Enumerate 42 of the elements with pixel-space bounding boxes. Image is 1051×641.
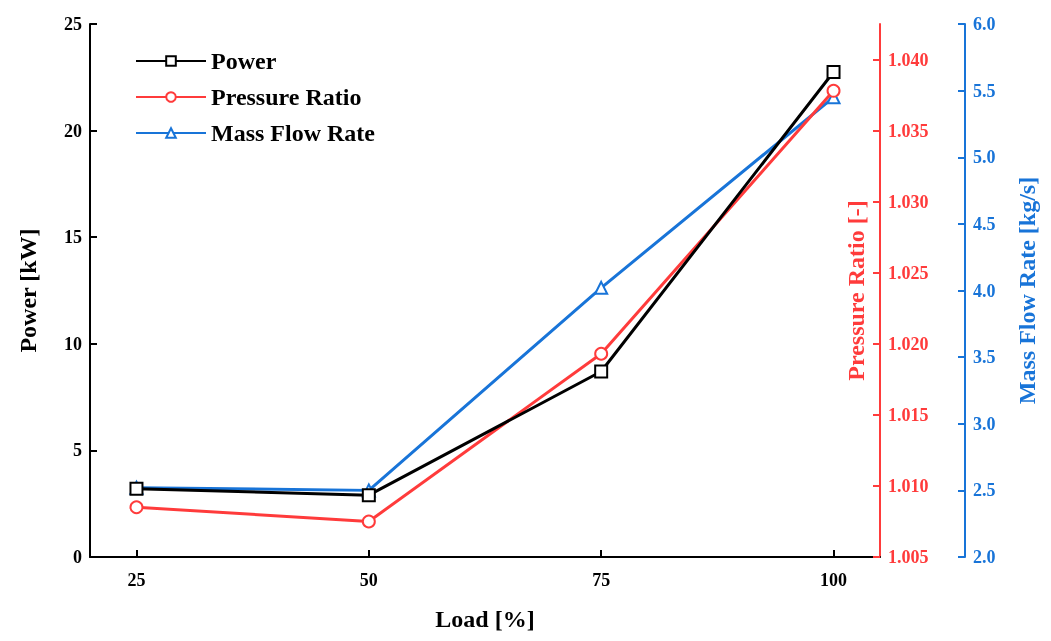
point — [129, 500, 144, 515]
point — [361, 514, 376, 529]
y2-tick-label: 1.005 — [888, 547, 929, 567]
x-axis-title: Load [%] — [435, 606, 535, 632]
y-tick-label: 10 — [64, 333, 82, 354]
y2-tick-label: 1.010 — [888, 475, 929, 496]
y-tick-label: 15 — [64, 227, 82, 248]
y3-tick-label: 6.0 — [973, 14, 996, 34]
point — [826, 83, 841, 98]
y-axis-title: Power [kW] — [15, 228, 41, 353]
legend-label: Pressure Ratio — [211, 84, 362, 110]
y3-tick-label: 5.5 — [973, 80, 996, 101]
x-tick-label: 25 — [127, 570, 146, 590]
y2-tick-label: 1.030 — [888, 191, 929, 212]
y3-tick-label: 4.5 — [973, 213, 996, 234]
y-tick-label: 20 — [64, 120, 82, 141]
x-tick-label: 50 — [359, 570, 378, 590]
y3-tick-label: 4.0 — [973, 280, 996, 301]
point — [826, 64, 841, 79]
y3-tick-label: 2.0 — [973, 547, 996, 567]
y2-axis-title: Pressure Ratio [-] — [843, 200, 869, 381]
y3-tick-label: 3.0 — [973, 413, 996, 434]
x-tick-label: 100 — [820, 570, 848, 590]
y-tick-label: 25 — [64, 14, 82, 34]
y2-tick-label: 1.040 — [888, 49, 929, 70]
y3-tick-label: 2.5 — [973, 480, 996, 501]
point — [361, 488, 376, 503]
x-tick-label: 75 — [592, 570, 611, 590]
y2-tick-label: 1.015 — [888, 404, 929, 425]
y2-tick-label: 1.025 — [888, 262, 929, 283]
point — [594, 280, 609, 295]
y3-axis-title: Mass Flow Rate [kg/s] — [1014, 176, 1040, 405]
y-tick-label: 0 — [73, 547, 82, 567]
y-tick-label: 5 — [73, 440, 82, 461]
legend-label: Mass Flow Rate — [211, 120, 376, 146]
y2-tick-label: 1.035 — [888, 120, 929, 141]
point — [594, 364, 609, 379]
y2-tick-label: 1.020 — [888, 333, 929, 354]
y3-tick-label: 5.0 — [973, 147, 996, 168]
legend-label: Power — [211, 48, 277, 74]
y3-tick-label: 3.5 — [973, 347, 996, 368]
point — [594, 346, 609, 361]
